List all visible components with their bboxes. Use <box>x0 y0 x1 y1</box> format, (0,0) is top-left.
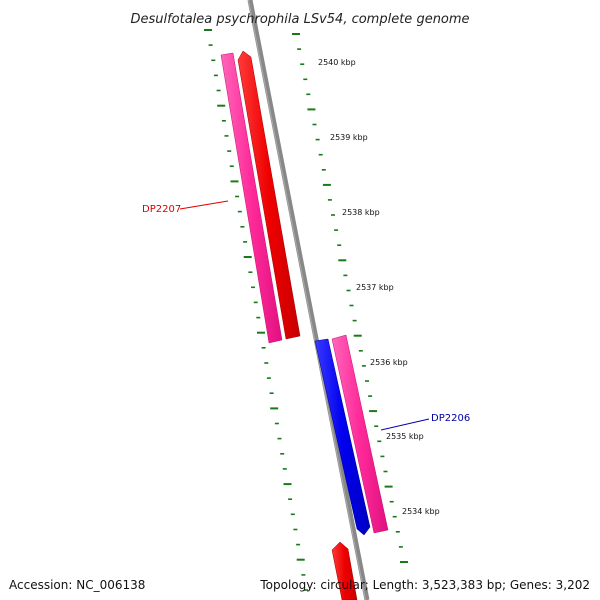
tick-label: 2535 kbp <box>386 432 424 441</box>
accession-text: Accession: NC_006138 <box>9 578 146 592</box>
genome-title: Desulfotalea psychrophila LSv54, complet… <box>130 12 469 27</box>
gene-leader-line-dp2206 <box>380 418 430 431</box>
tick-label: 2538 kbp <box>342 208 380 217</box>
gene-region-dp2206[interactable] <box>331 334 389 534</box>
cds-arrow-dp2207[interactable] <box>237 50 301 340</box>
tick-label: 2534 kbp <box>402 507 440 516</box>
outer-tick-ring <box>204 29 308 591</box>
gene-region-dp2207[interactable] <box>220 52 283 344</box>
genome-backbone-highlight <box>248 0 366 600</box>
tick-label: 2537 kbp <box>356 283 394 292</box>
tick-label: 2540 kbp <box>318 58 356 67</box>
cds-arrow-next[interactable] <box>331 541 358 600</box>
genome-backbone <box>247 0 370 600</box>
gene-leader-line-dp2207 <box>179 200 229 210</box>
cds-arrow-dp2206[interactable] <box>314 338 371 536</box>
tick-labels: 2540 kbp 2539 kbp 2538 kbp 2537 kbp 2536… <box>318 58 440 516</box>
tick-label: 2536 kbp <box>370 358 408 367</box>
gene-label-dp2206[interactable]: DP2206 <box>431 413 470 424</box>
inner-tick-ring <box>292 33 408 563</box>
tick-label: 2539 kbp <box>330 133 368 142</box>
gene-label-dp2207[interactable]: DP2207 <box>142 204 181 215</box>
genome-info-text: Topology: circular; Length: 3,523,383 bp… <box>260 578 590 592</box>
